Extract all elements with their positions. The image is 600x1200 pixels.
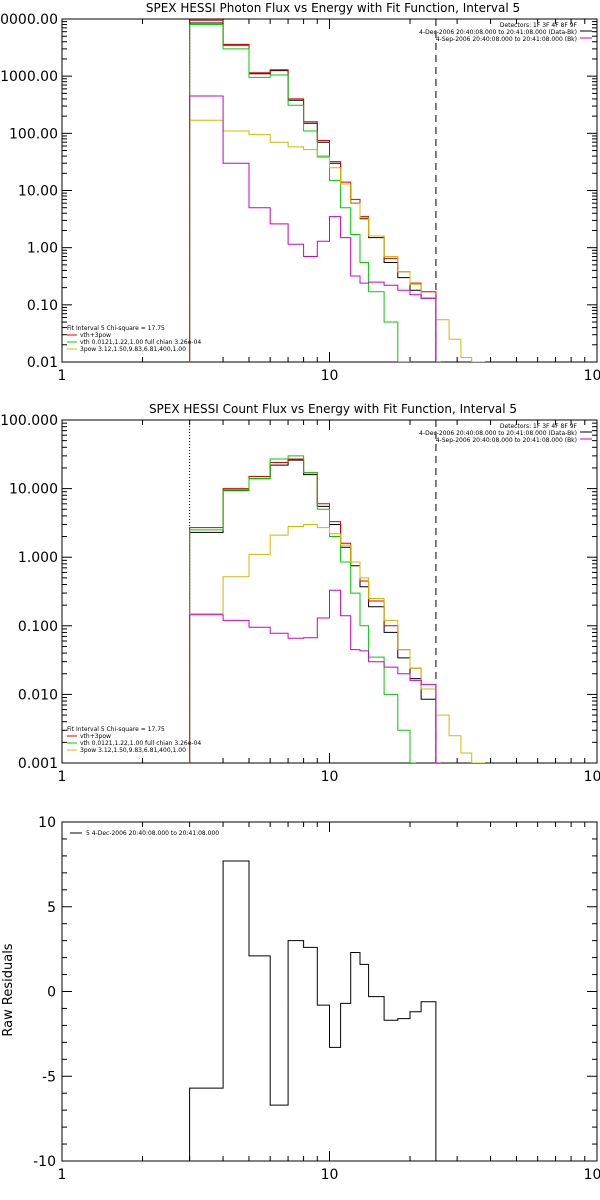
p3-y-tick-label: 5 (47, 900, 56, 916)
count-flux-panel: SPEX HESSI Count Flux vs Energy with Fit… (0, 402, 600, 785)
p2-x-tick-label: 10 (321, 769, 339, 785)
p1-x-tick-label: 10 (321, 368, 339, 384)
p3-x-tick-label: 100 (584, 1167, 600, 1183)
p2-info-line: 4-Sep-2006 20:40:08.000 to 20:41:08.000 … (436, 437, 577, 444)
p3-legend-text: 5 4-Dec-2006 20:40:08.000 to 20:41:08.00… (86, 830, 219, 837)
p2-x-tick-label: 1 (58, 769, 67, 785)
p3-y-tick-label: 10 (38, 815, 56, 831)
p3-series-0-line (189, 860, 437, 1161)
p3-y-tick-label: -10 (33, 1154, 56, 1170)
p2-fit-legend-text: Fit Interval 5 Chi-square = 17.75 (67, 726, 165, 733)
p1-y-tick-label: 100.00 (9, 126, 58, 142)
p1-y-tick-label: 1000.00 (0, 69, 58, 85)
p2-y-tick-label: 100.000 (0, 413, 58, 429)
p2-y-tick-label: 0.100 (18, 619, 58, 635)
p1-series-1-line (189, 19, 437, 362)
p1-fit-legend-text: vth+3pow (80, 332, 111, 339)
p1-series-group (189, 19, 486, 362)
p1-y-tick-label: 0.01 (27, 355, 58, 371)
p1-info-line: Detectors: 1F 3F 4F 8F 9F (500, 22, 578, 29)
photon-flux-panel: SPEX HESSI Photon Flux vs Energy with Fi… (0, 1, 600, 384)
p1-axes-frame (61, 18, 598, 363)
p2-fit-legend: Fit Interval 5 Chi-square = 17.75vth+3po… (67, 726, 201, 754)
p2-info-block: Detectors: 1F 3F 4F 8F 9F4-Dec-2006 20:4… (419, 423, 592, 444)
p2-series-2-line (189, 455, 417, 763)
p3-axes-frame (61, 821, 598, 1162)
p2-y-tick-label: 0.001 (18, 756, 58, 772)
p3-y-tick-label: -5 (42, 1069, 56, 1085)
residuals-panel: 1 10 100 10 5 0 -5 -10 5 4-Dec-2006 20:40:08.000… (1, 815, 600, 1183)
p1-y-tick-label: 0.10 (27, 298, 58, 314)
panel2-title: SPEX HESSI Count Flux vs Energy with Fit… (149, 402, 517, 416)
p2-fit-legend-text: 3pow 3.12,1.50,9.83,6.81,400,1.00 (80, 747, 186, 754)
p1-x-tick-label: 100 (584, 368, 600, 384)
p1-info-line: 4-Sep-2006 20:40:08.000 to 20:41:08.000 … (436, 36, 577, 43)
p1-y-tick-label: 1.00 (27, 241, 58, 257)
p2-info-line: 4-Dec-2006 20:40:08.000 to 20:41:08.000 … (419, 430, 577, 437)
p2-fit-legend-text: vth+3pow (80, 733, 111, 740)
p1-y-tick-label: 10.00 (18, 184, 58, 200)
p3-series-group (189, 860, 437, 1161)
p3-x-tick-label: 1 (58, 1167, 67, 1183)
p3-x-tick-label: 10 (321, 1167, 339, 1183)
panel3-plot-layer: 1 10 100 10 5 0 -5 -10 5 4-Dec-2006 20:40:08.000… (33, 815, 600, 1183)
p1-series-0-line (189, 22, 437, 362)
panel2-plot-layer: 1 10 100 100.000 10.000 1.000 0.100 0.010 0.001 D… (0, 413, 600, 785)
p1-fit-legend-text: 3pow 3.12,1.50,9.83,6.81,400,1.00 (80, 346, 186, 353)
p2-y-tick-label: 1.000 (18, 550, 58, 566)
p1-x-tick-label: 1 (58, 368, 67, 384)
p3-y-tick-label: 0 (47, 985, 56, 1001)
panel3-ylabel: Raw Residuals (1, 943, 16, 1036)
p1-info-block: Detectors: 1F 3F 4F 8F 9F4-Dec-2006 20:4… (419, 22, 592, 43)
p2-x-tick-label: 100 (584, 769, 600, 785)
p1-series-3-line (189, 119, 486, 362)
p2-series-1-line (189, 458, 437, 763)
p1-series-4-line (189, 95, 441, 362)
p1-info-line: 4-Dec-2006 20:40:08.000 to 20:41:08.000 … (419, 29, 577, 36)
p2-series-0-line (189, 459, 437, 763)
p2-series-3-line (189, 524, 486, 763)
p1-fit-legend-text: vth 0.0121,1.22,1.00 full chian 3.26e-04 (80, 339, 201, 346)
p2-info-line: Detectors: 1F 3F 4F 8F 9F (500, 423, 578, 430)
p2-fit-legend-text: vth 0.0121,1.22,1.00 full chian 3.26e-04 (80, 740, 201, 747)
p1-series-2-line (189, 24, 411, 362)
p1-fit-legend-text: Fit Interval 5 Chi-square = 17.75 (67, 325, 165, 332)
p1-fit-legend: Fit Interval 5 Chi-square = 17.75vth+3po… (67, 325, 201, 353)
p2-y-tick-label: 0.010 (18, 687, 58, 703)
p2-series-4-line (189, 589, 441, 763)
p2-y-tick-label: 10.000 (9, 482, 58, 498)
p2-series-group (189, 455, 486, 763)
panel1-title: SPEX HESSI Photon Flux vs Energy with Fi… (146, 1, 520, 15)
